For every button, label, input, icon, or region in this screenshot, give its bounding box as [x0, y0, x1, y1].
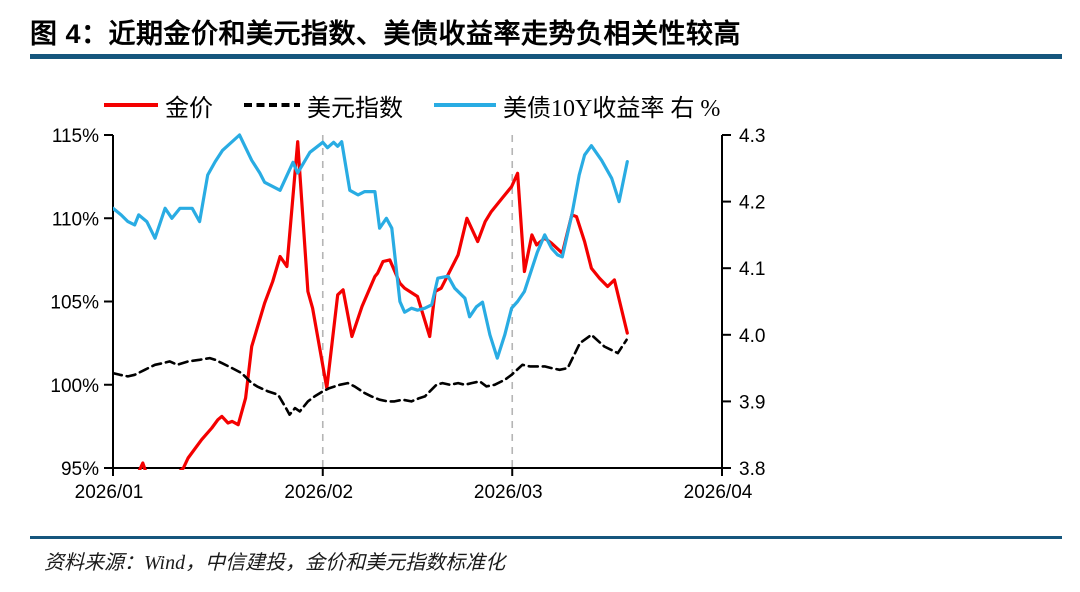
- legend-item-dxy: 美元指数: [243, 88, 403, 123]
- svg-text:105%: 105%: [50, 293, 99, 314]
- title-underline-bar: [30, 54, 1062, 59]
- legend-label-ust10y: 美债10Y收益率 右 %: [503, 95, 721, 122]
- gold-line-swatch-icon: [104, 103, 158, 107]
- source-note: 资料来源：Wind，中信建投，金价和美元指数标准化: [44, 552, 506, 574]
- dxy-dashed-line-swatch-icon: [244, 103, 300, 107]
- chart-legend: 金价 美元指数 美债10Y收益率 右 %: [103, 88, 720, 122]
- svg-text:2026/03: 2026/03: [474, 482, 543, 503]
- svg-text:95%: 95%: [61, 459, 99, 480]
- svg-text:110%: 110%: [52, 209, 99, 230]
- footer-separator-line: [30, 536, 1062, 539]
- svg-text:4.1: 4.1: [739, 259, 765, 280]
- legend-label-gold: 金价: [165, 95, 213, 122]
- figure-title: 图 4：近期金价和美元指数、美债收益率走势负相关性较高: [30, 19, 742, 49]
- legend-item-ust10y: 美债10Y收益率 右 %: [433, 88, 720, 123]
- svg-text:2026/01: 2026/01: [75, 482, 144, 503]
- svg-text:3.9: 3.9: [739, 392, 765, 413]
- svg-text:2026/04: 2026/04: [684, 482, 753, 503]
- svg-text:100%: 100%: [50, 376, 99, 397]
- legend-label-dxy: 美元指数: [307, 95, 403, 122]
- svg-text:3.8: 3.8: [739, 459, 765, 480]
- ust10y-line-swatch-icon: [434, 103, 496, 107]
- svg-text:2026/02: 2026/02: [284, 482, 353, 503]
- svg-text:115%: 115%: [52, 126, 99, 147]
- legend-item-gold: 金价: [103, 88, 213, 123]
- svg-text:4.0: 4.0: [739, 326, 765, 347]
- svg-text:4.3: 4.3: [739, 126, 765, 147]
- svg-text:4.2: 4.2: [739, 193, 765, 214]
